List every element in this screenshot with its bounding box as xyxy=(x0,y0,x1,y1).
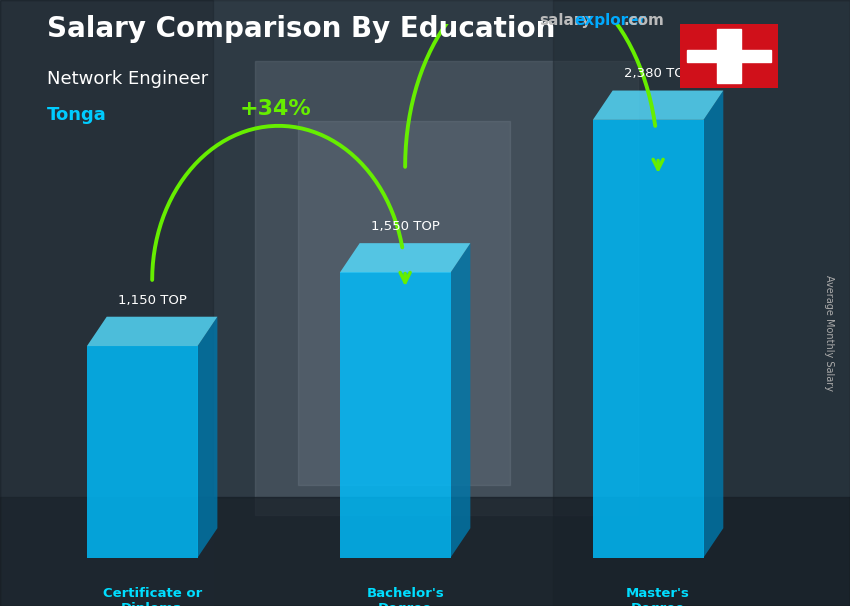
Text: +34%: +34% xyxy=(240,99,311,119)
Text: explorer: explorer xyxy=(575,13,647,28)
Bar xyxy=(298,121,510,485)
Bar xyxy=(87,346,197,558)
Text: Bachelor's
Degree: Bachelor's Degree xyxy=(366,587,444,606)
Polygon shape xyxy=(592,90,723,120)
Bar xyxy=(552,0,850,606)
Bar xyxy=(687,50,771,62)
Text: Master's
Degree: Master's Degree xyxy=(626,587,690,606)
Polygon shape xyxy=(340,243,470,273)
Bar xyxy=(340,273,450,558)
Text: .com: .com xyxy=(624,13,665,28)
Bar xyxy=(592,120,704,558)
Polygon shape xyxy=(197,317,218,558)
Text: Network Engineer: Network Engineer xyxy=(47,70,208,88)
Polygon shape xyxy=(450,243,470,558)
Bar xyxy=(0,497,850,606)
Text: salary: salary xyxy=(540,13,592,28)
Text: Certificate or
Diploma: Certificate or Diploma xyxy=(103,587,201,606)
Bar xyxy=(255,61,638,515)
Bar xyxy=(717,28,740,84)
Polygon shape xyxy=(704,90,723,558)
Text: Average Monthly Salary: Average Monthly Salary xyxy=(824,275,834,391)
Text: 2,380 TOP: 2,380 TOP xyxy=(624,67,693,81)
Polygon shape xyxy=(87,317,218,346)
Text: Tonga: Tonga xyxy=(47,106,106,124)
Text: 1,550 TOP: 1,550 TOP xyxy=(371,220,439,233)
Text: Salary Comparison By Education: Salary Comparison By Education xyxy=(47,15,555,43)
Text: 1,150 TOP: 1,150 TOP xyxy=(118,293,187,307)
Bar xyxy=(0,0,212,606)
